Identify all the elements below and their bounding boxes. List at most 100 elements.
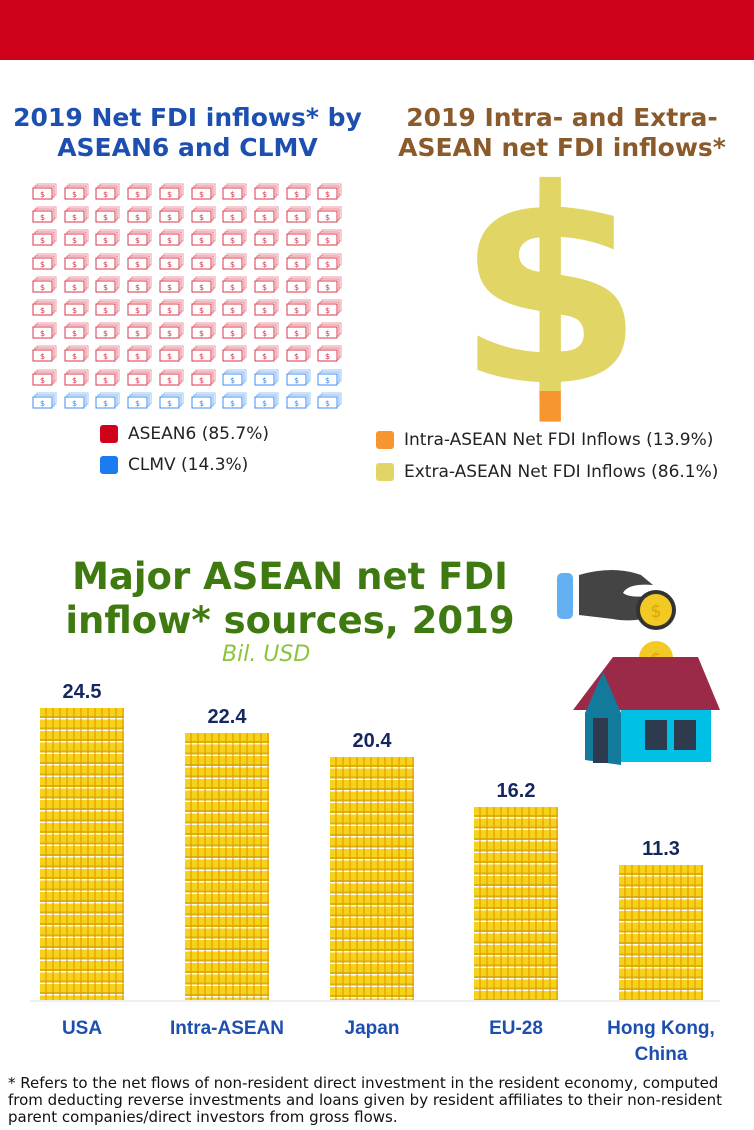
svg-text:$: $ bbox=[198, 399, 203, 408]
category-label: Intra-ASEAN bbox=[169, 1018, 284, 1039]
svg-text:$: $ bbox=[230, 236, 235, 245]
money-bill-icon: $ bbox=[64, 183, 89, 200]
money-bill-icon: $ bbox=[64, 276, 89, 293]
svg-text:$: $ bbox=[103, 283, 108, 292]
money-bill-icon: $ bbox=[286, 276, 311, 293]
money-bill-icon: $ bbox=[286, 299, 311, 316]
bar-usa bbox=[40, 708, 124, 1000]
svg-text:$: $ bbox=[230, 190, 235, 199]
svg-text:$: $ bbox=[103, 190, 108, 199]
legend-extra: Extra-ASEAN Net FDI Inflows (86.1%) bbox=[376, 462, 718, 482]
svg-text:$: $ bbox=[294, 190, 299, 199]
svg-text:$: $ bbox=[230, 213, 235, 222]
svg-text:$: $ bbox=[325, 190, 330, 199]
money-bill-icon: $ bbox=[191, 229, 216, 246]
svg-text:$: $ bbox=[167, 283, 172, 292]
bar-japan bbox=[330, 756, 414, 1000]
bar-eu-28 bbox=[474, 806, 558, 1000]
svg-text:$: $ bbox=[262, 260, 267, 269]
money-bill-icon: $ bbox=[95, 206, 120, 223]
svg-text:$: $ bbox=[103, 399, 108, 408]
svg-text:$: $ bbox=[198, 260, 203, 269]
money-bill-icon: $ bbox=[317, 183, 342, 200]
svg-text:$: $ bbox=[103, 213, 108, 222]
legend-swatch bbox=[100, 456, 118, 474]
svg-text:$: $ bbox=[325, 213, 330, 222]
money-bill-icon: $ bbox=[95, 229, 120, 246]
svg-text:$: $ bbox=[230, 260, 235, 269]
money-bill-icon: $ bbox=[222, 392, 247, 409]
svg-text:$: $ bbox=[103, 329, 108, 338]
svg-text:$: $ bbox=[72, 283, 77, 292]
svg-text:$: $ bbox=[135, 213, 140, 222]
svg-text:$: $ bbox=[103, 376, 108, 385]
svg-text:$: $ bbox=[262, 190, 267, 199]
money-bill-icon: $ bbox=[191, 392, 216, 409]
svg-text:$: $ bbox=[198, 306, 203, 315]
svg-text:$: $ bbox=[198, 329, 203, 338]
money-bill-icon: $ bbox=[222, 206, 247, 223]
money-bill-icon: $ bbox=[32, 229, 57, 246]
svg-text:$: $ bbox=[135, 260, 140, 269]
svg-text:$: $ bbox=[72, 260, 77, 269]
dollar-intra-part: $ bbox=[456, 160, 644, 425]
money-bill-icon: $ bbox=[254, 253, 279, 270]
money-bill-icon: $ bbox=[286, 345, 311, 362]
money-bill-icon: $ bbox=[317, 322, 342, 339]
money-bill-icon: $ bbox=[286, 369, 311, 386]
money-bill-icon: $ bbox=[159, 253, 184, 270]
data-label: 16.2 bbox=[496, 779, 536, 802]
svg-text:$: $ bbox=[167, 236, 172, 245]
svg-text:$: $ bbox=[72, 190, 77, 199]
svg-text:$: $ bbox=[262, 236, 267, 245]
money-bill-icon: $ bbox=[286, 206, 311, 223]
svg-text:$: $ bbox=[294, 352, 299, 361]
svg-text:$: $ bbox=[40, 190, 45, 199]
money-bill-icon: $ bbox=[64, 345, 89, 362]
money-bill-icon: $ bbox=[317, 229, 342, 246]
bar-chart-title: Major ASEAN net FDI inflow* sources, 201… bbox=[65, 555, 515, 642]
money-bill-icon: $ bbox=[95, 253, 120, 270]
svg-text:$: $ bbox=[72, 213, 77, 222]
footnote: * Refers to the net flows of non-residen… bbox=[8, 1074, 723, 1126]
money-bill-icon: $ bbox=[191, 206, 216, 223]
money-bill-icon: $ bbox=[159, 229, 184, 246]
svg-text:$: $ bbox=[135, 306, 140, 315]
money-bill-icon: $ bbox=[222, 299, 247, 316]
svg-text:$: $ bbox=[325, 283, 330, 292]
money-bill-icon: $ bbox=[32, 392, 57, 409]
money-bill-icon: $ bbox=[64, 299, 89, 316]
svg-text:$: $ bbox=[103, 236, 108, 245]
svg-text:$: $ bbox=[40, 329, 45, 338]
money-bill-icon: $ bbox=[64, 392, 89, 409]
svg-text:$: $ bbox=[294, 399, 299, 408]
money-bill-icon: $ bbox=[159, 183, 184, 200]
svg-text:$: $ bbox=[167, 190, 172, 199]
money-bill-icon: $ bbox=[159, 276, 184, 293]
dollar-extra-part: $ bbox=[456, 160, 644, 425]
money-bill-icon: $ bbox=[286, 253, 311, 270]
money-bill-icon: $ bbox=[95, 392, 120, 409]
dollar-sign-icon: $ $ bbox=[456, 160, 644, 425]
svg-text:$: $ bbox=[230, 399, 235, 408]
money-bill-icon: $ bbox=[95, 183, 120, 200]
svg-text:$: $ bbox=[325, 376, 330, 385]
money-bill-icon: $ bbox=[191, 322, 216, 339]
money-bill-icon: $ bbox=[159, 322, 184, 339]
money-bill-icon: $ bbox=[254, 345, 279, 362]
money-bill-icon: $ bbox=[95, 369, 120, 386]
svg-text:$: $ bbox=[72, 376, 77, 385]
svg-text:$: $ bbox=[40, 236, 45, 245]
svg-text:$: $ bbox=[40, 306, 45, 315]
legend-swatch bbox=[100, 425, 118, 443]
waffle-title: 2019 Net FDI inflows* by ASEAN6 and CLMV bbox=[13, 103, 362, 162]
svg-text:$: $ bbox=[650, 601, 661, 622]
x-axis-line bbox=[30, 1000, 720, 1002]
legend-swatch bbox=[376, 463, 394, 481]
money-bill-icon: $ bbox=[222, 229, 247, 246]
legend-label: Extra-ASEAN Net FDI Inflows (86.1%) bbox=[404, 462, 719, 482]
svg-text:$: $ bbox=[325, 236, 330, 245]
money-bill-icon: $ bbox=[64, 369, 89, 386]
svg-text:$: $ bbox=[262, 283, 267, 292]
money-bill-icon: $ bbox=[127, 206, 152, 223]
